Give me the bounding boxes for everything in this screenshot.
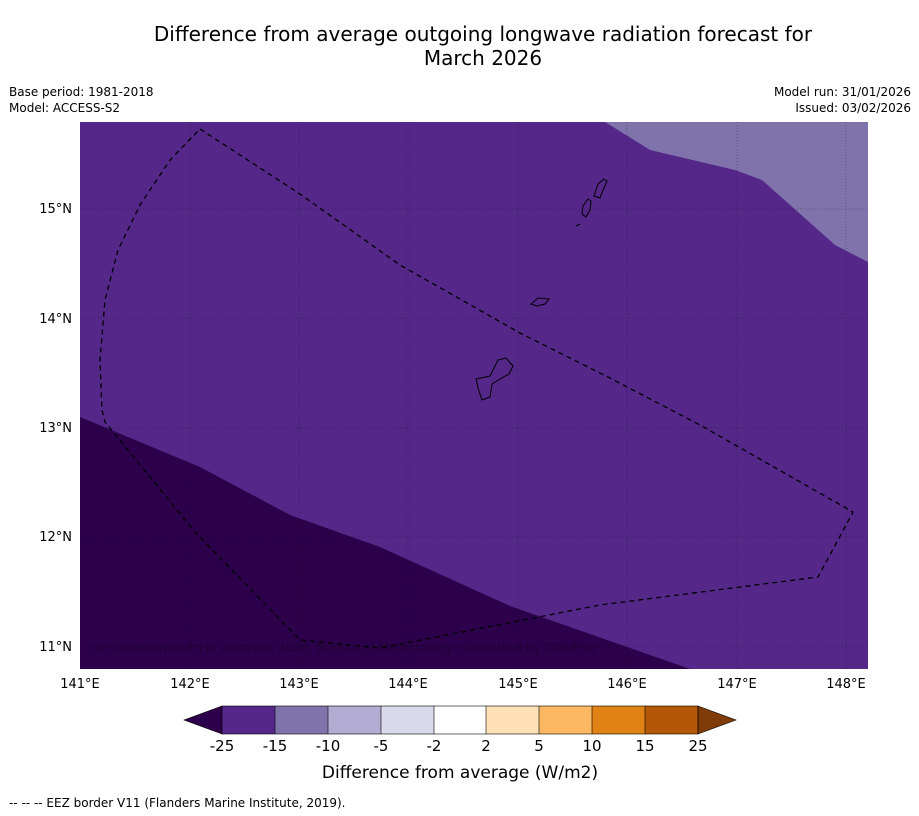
lon-tick-148: 148°E (826, 677, 866, 692)
axis-labels: 141°E 142°E 143°E 144°E 145°E 146°E 147°… (39, 202, 866, 692)
base-period: Base period: 1981-2018 (9, 85, 154, 99)
lon-tick-146: 146°E (607, 677, 647, 692)
colorbar-ticks: -25 -15 -10 -5 -2 2 5 10 15 25 (210, 737, 708, 755)
colorbar-tick: -2 (427, 737, 442, 755)
colorbar: -25 -15 -10 -5 -2 2 5 10 15 25 Differenc… (183, 705, 737, 783)
eez-legend: -- -- -- EEZ border V11 (Flanders Marine… (9, 796, 346, 810)
colorbar-bin-6 (486, 706, 539, 734)
colorbar-tick: 2 (481, 737, 491, 755)
copyright-watermark: © Commonwealth of Australia 2026, Bureau… (92, 641, 597, 655)
title-line-2: March 2026 (423, 46, 543, 70)
colorbar-bin-5 (434, 706, 486, 734)
island-saipan (593, 178, 608, 199)
chart-title: Difference from average outgoing longwav… (0, 22, 919, 70)
colorbar-tick: 15 (635, 737, 654, 755)
colorbar-bin-2 (275, 706, 328, 734)
colorbar-bin-9 (645, 706, 698, 734)
island-guam (475, 357, 514, 401)
colorbar-extend-low (183, 705, 223, 735)
meta-left: Base period: 1981-2018 Model: ACCESS-S2 (9, 84, 154, 116)
lon-tick-142: 142°E (170, 677, 210, 692)
map-area: © Commonwealth of Australia 2026, Bureau… (80, 122, 868, 669)
island-aguijan (575, 223, 581, 227)
model-name: Model: ACCESS-S2 (9, 101, 121, 115)
islands (475, 178, 608, 401)
graticule (80, 122, 868, 669)
lon-tick-144: 144°E (388, 677, 428, 692)
anomaly-region-minus-10-to-15 (605, 122, 868, 262)
issued-date: Issued: 03/02/2026 (795, 101, 911, 115)
colorbar-bin-8 (592, 706, 645, 734)
colorbar-bin-7 (539, 706, 592, 734)
lon-tick-145: 145°E (498, 677, 538, 692)
lat-tick-11: 11°N (39, 640, 72, 655)
colorbar-bin-1 (222, 706, 275, 734)
lon-tick-147: 147°E (717, 677, 757, 692)
lon-tick-141: 141°E (60, 677, 100, 692)
colorbar-tick: 25 (688, 737, 707, 755)
lat-tick-14: 14°N (39, 312, 72, 327)
island-rota (530, 297, 550, 307)
lat-tick-15: 15°N (39, 202, 72, 217)
model-run: Model run: 31/01/2026 (773, 85, 911, 99)
meta-right: Model run: 31/01/2026 Issued: 03/02/2026 (774, 84, 911, 116)
colorbar-bin-3 (328, 706, 381, 734)
title-line-1: Difference from average outgoing longwav… (153, 22, 813, 46)
colorbar-label: Difference from average (W/m2) (322, 763, 598, 783)
colorbar-tick: -25 (210, 737, 235, 755)
colorbar-outline (221, 705, 699, 735)
colorbar-extend-high (697, 705, 737, 735)
colorbar-tick: 10 (582, 737, 601, 755)
colorbar-tick: -5 (374, 737, 389, 755)
colorbar-tick: -10 (316, 737, 341, 755)
anomaly-region-below-minus-25 (80, 417, 690, 669)
lat-tick-13: 13°N (39, 421, 72, 436)
colorbar-dividers (221, 705, 699, 735)
colorbar-tick: -15 (263, 737, 288, 755)
lat-tick-12: 12°N (39, 530, 72, 545)
lon-tick-143: 143°E (279, 677, 319, 692)
island-tinian (581, 198, 592, 218)
eez-border (99, 128, 854, 649)
colorbar-bin-4 (381, 706, 434, 734)
colorbar-tick: 5 (534, 737, 544, 755)
